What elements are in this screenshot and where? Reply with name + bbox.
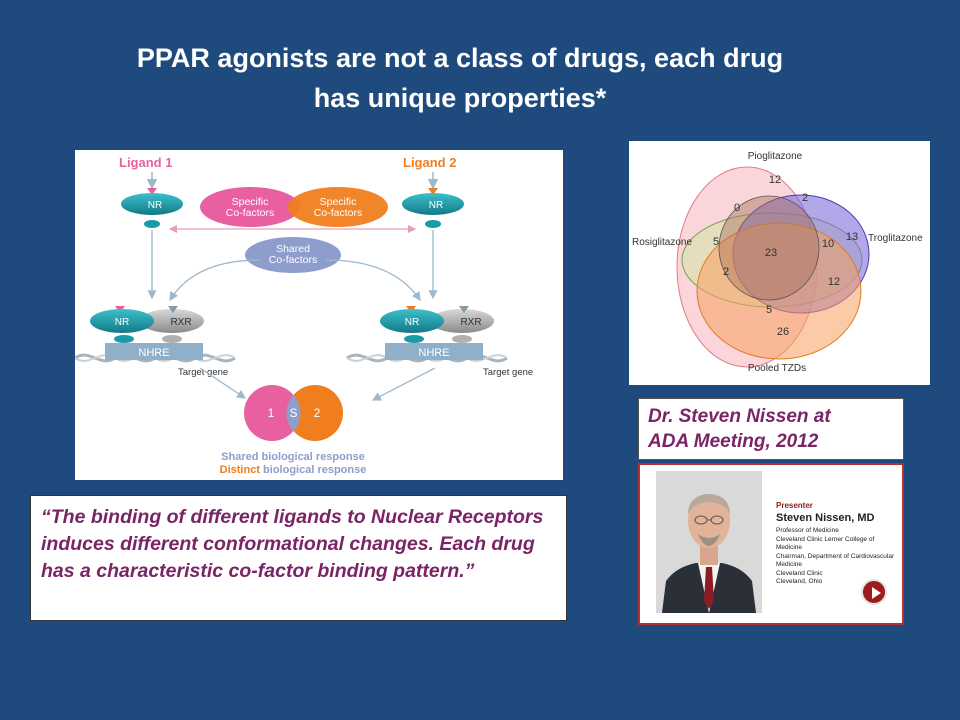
venn-count-center: 23 [765, 247, 777, 259]
speaker-photo [656, 471, 762, 613]
venn-count-rosi-only: 5 [713, 236, 719, 248]
presenter-line-5: Cleveland Clinic [776, 569, 823, 577]
speaker-caption-line-2: ADA Meeting, 2012 [648, 431, 819, 452]
venn-label-pooled: Pooled TZDs [748, 363, 806, 374]
venn-count-rosi-pooled: 2 [723, 266, 729, 278]
slide-title: PPAR agonists are not a class of drugs, … [100, 38, 820, 118]
venn-label-pioglitazone: Pioglitazone [748, 151, 803, 162]
svg-text:NR: NR [429, 200, 443, 211]
svg-text:1: 1 [268, 406, 275, 420]
ligand-2-label: Ligand 2 [403, 155, 456, 170]
quote-box: “The binding of different ligands to Nuc… [30, 495, 567, 621]
venn-count-pooled-only: 26 [777, 326, 789, 338]
venn-count-rosi-tro-pooled: 5 [766, 304, 772, 316]
venn-count-pio-only: 12 [769, 174, 781, 186]
speaker-caption: Dr. Steven Nissen at ADA Meeting, 2012 [638, 398, 904, 460]
venn-count-tro-pio-pooled: 10 [822, 238, 834, 250]
shared-response-label: Shared biological response [221, 451, 365, 463]
venn-count-tro-pooled: 12 [828, 276, 840, 288]
venn-pooled-tzds [696, 222, 862, 360]
presenter-line-4: Medicine [776, 561, 803, 568]
svg-text:Co-factors: Co-factors [226, 207, 274, 219]
presenter-line-1: Professor of Medicine [776, 527, 839, 534]
play-icon[interactable] [861, 579, 887, 605]
svg-text:2: 2 [314, 406, 321, 420]
ligand-1-label: Ligand 1 [119, 155, 172, 170]
mechanism-svg: Ligand 1 Ligand 2 NR NR Specific Co-fact… [74, 155, 533, 476]
speaker-caption-line-1: Dr. Steven Nissen at [648, 406, 831, 427]
venn-svg: Pioglitazone Rosiglitazone Troglitazone … [632, 151, 923, 374]
presenter-line-2: Cleveland Clinic Lerner College of Medic… [776, 535, 875, 552]
svg-text:Specific: Specific [320, 196, 357, 208]
presenter-line-3: Chairman, Department of Cardiovascular [776, 552, 895, 560]
nr-receptor-right: NR [402, 188, 464, 228]
venn-label-troglitazone: Troglitazone [868, 233, 923, 244]
target-gene-right: Target gene [483, 367, 533, 378]
speaker-video-card[interactable]: Presenter Steven Nissen, MD Professor of… [638, 463, 904, 625]
presenter-line-6: Cleveland, Ohio [776, 578, 823, 585]
nhre-label-right: NHRE [418, 347, 449, 359]
svg-text:Co-factors: Co-factors [314, 207, 362, 219]
venn-count-pio-tro: 2 [802, 192, 808, 204]
tzd-venn-diagram: Pioglitazone Rosiglitazone Troglitazone … [629, 141, 930, 385]
svg-text:RXR: RXR [460, 317, 481, 328]
svg-text:Co-factors: Co-factors [269, 254, 317, 266]
svg-text:RXR: RXR [170, 317, 191, 328]
response-venn: 1 S 2 [244, 385, 343, 441]
svg-text:NR: NR [405, 317, 419, 328]
presenter-info: Presenter Steven Nissen, MD Professor of… [776, 501, 902, 587]
svg-text:NR: NR [148, 200, 162, 211]
distinct-response-label: Distinct biological response [220, 464, 367, 476]
mechanism-diagram: Ligand 1 Ligand 2 NR NR Specific Co-fact… [74, 150, 563, 480]
quote-text: “The binding of different ligands to Nuc… [41, 506, 544, 582]
shared-cofactors: Shared Co-factors [245, 237, 341, 273]
title-line-2: has unique properties* [313, 83, 607, 113]
nr-receptor-left: NR [121, 188, 183, 228]
venn-count-tro-only: 13 [846, 231, 858, 243]
target-gene-left: Target gene [178, 367, 228, 378]
nr-rxr-complex-right: NHRE RXR NR [346, 306, 508, 363]
svg-text:NR: NR [115, 317, 129, 328]
specific-cofactors: Specific Co-factors Specific Co-factors [200, 187, 388, 227]
venn-count-pio-rosi: 0 [734, 202, 740, 214]
nr-rxr-complex-left: NHRE RXR NR [74, 306, 236, 363]
title-line-1: PPAR agonists are not a class of drugs, … [136, 43, 784, 73]
svg-text:S: S [289, 406, 297, 420]
svg-text:Specific: Specific [232, 196, 269, 208]
presenter-name: Steven Nissen, MD [776, 512, 875, 524]
venn-label-rosiglitazone: Rosiglitazone [632, 237, 692, 248]
nhre-label-left: NHRE [138, 347, 169, 359]
svg-text:Shared: Shared [276, 243, 310, 255]
presenter-label: Presenter [776, 501, 813, 510]
